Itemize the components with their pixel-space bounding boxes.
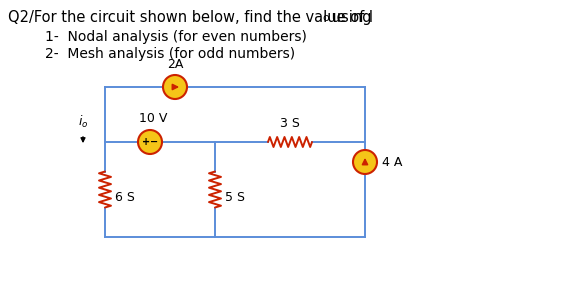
Circle shape [353,150,377,174]
Text: 5 S: 5 S [225,191,245,204]
Text: −: − [150,137,158,147]
Text: using: using [327,10,372,25]
Text: $i_o$: $i_o$ [78,114,88,130]
Text: o: o [322,13,329,23]
Text: 1-  Nodal analysis (for even numbers): 1- Nodal analysis (for even numbers) [45,30,307,44]
Text: 2A: 2A [167,58,183,71]
Text: 2-  Mesh analysis (for odd numbers): 2- Mesh analysis (for odd numbers) [45,47,295,61]
Text: 4 A: 4 A [382,156,403,169]
Text: 6 S: 6 S [115,191,135,204]
Text: 3 S: 3 S [280,117,300,130]
Text: +: + [142,137,150,147]
Text: 10 V: 10 V [139,112,167,125]
Circle shape [163,75,187,99]
Text: Q2/For the circuit shown below, find the value of I: Q2/For the circuit shown below, find the… [8,10,373,25]
Circle shape [138,130,162,154]
